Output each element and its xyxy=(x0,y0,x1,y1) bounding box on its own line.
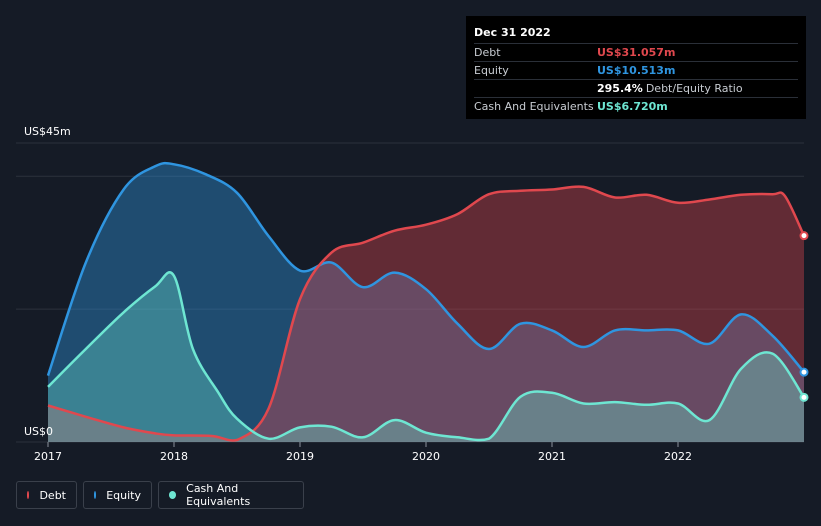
tooltip-date: Dec 31 2022 xyxy=(474,26,551,39)
series-areas xyxy=(48,163,804,442)
legend-label: Equity xyxy=(106,488,141,502)
legend-dot-icon xyxy=(94,491,97,499)
series-end-markers xyxy=(799,231,809,402)
y-axis-top-label: US$45m xyxy=(24,125,71,138)
legend-label: Cash And Equivalents xyxy=(186,482,251,508)
legend-cash[interactable]: Cash And Equivalents xyxy=(158,481,304,509)
tooltip-label: Equity xyxy=(474,64,509,77)
tooltip-label: Cash And Equivalents xyxy=(474,100,594,113)
x-tick-label: 2019 xyxy=(286,450,314,463)
equity-area xyxy=(48,163,804,442)
x-axis-ticks: 2017 2018 2019 2020 2021 2022 xyxy=(34,442,692,463)
series-lines xyxy=(46,161,806,442)
debt-line xyxy=(47,185,806,442)
equity-end-point xyxy=(799,367,809,377)
tooltip-value: 295.4% xyxy=(597,82,643,95)
debt-area xyxy=(48,186,804,442)
tooltip-label: Debt xyxy=(474,46,501,59)
tooltip-label xyxy=(474,80,597,97)
legend-debt[interactable]: Debt xyxy=(16,481,77,509)
data-tooltip: Dec 31 2022 Debt US$31.057m Equity US$10… xyxy=(466,16,806,119)
tooltip-value: US$31.057m xyxy=(597,46,676,59)
cash-end-point xyxy=(799,392,809,402)
tooltip-extra: Debt/Equity Ratio xyxy=(645,82,743,95)
y-axis-bottom-label: US$0 xyxy=(24,425,53,438)
equity-line xyxy=(46,161,805,376)
legend-equity[interactable]: Equity xyxy=(83,481,152,509)
x-tick-label: 2022 xyxy=(664,450,692,463)
legend-dot-icon xyxy=(27,491,30,499)
tooltip-row-equity: Equity US$10.513m xyxy=(474,61,798,79)
tooltip-value: US$10.513m xyxy=(597,64,676,77)
x-tick-label: 2021 xyxy=(538,450,566,463)
tooltip-row-cash: Cash And Equivalents US$6.720m xyxy=(474,97,798,115)
x-tick-label: 2018 xyxy=(160,450,188,463)
x-tick-label: 2017 xyxy=(34,450,62,463)
legend-label: Debt xyxy=(39,488,66,502)
tooltip-row-debt: Debt US$31.057m xyxy=(474,43,798,61)
tooltip-row-ratio: 295.4% Debt/Equity Ratio xyxy=(474,79,798,97)
legend-dot-icon xyxy=(169,491,177,499)
x-tick-label: 2020 xyxy=(412,450,440,463)
cash-area xyxy=(48,272,804,442)
cash-line xyxy=(47,271,806,442)
grid-lines xyxy=(16,142,804,443)
debt-end-point xyxy=(799,231,809,241)
tooltip-value: US$6.720m xyxy=(597,100,668,113)
